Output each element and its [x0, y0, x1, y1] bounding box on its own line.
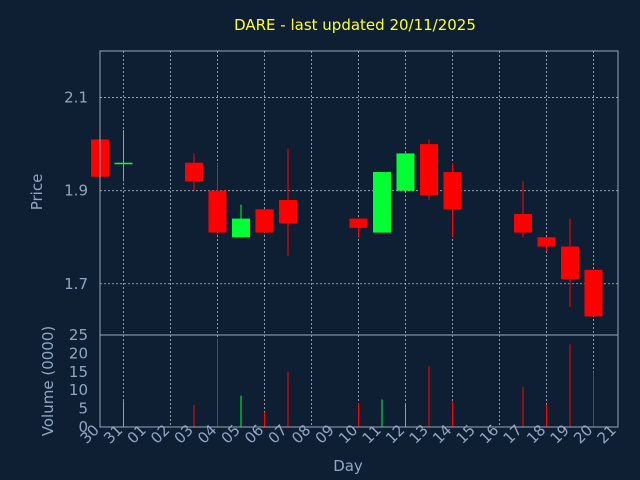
volume-tick-label: 5	[78, 400, 88, 418]
volume-tick-label: 20	[69, 344, 88, 362]
volume-tick-label: 0	[78, 418, 88, 436]
candle-body	[443, 172, 462, 210]
price-axis-label: Price	[28, 174, 46, 211]
x-tick-label: 15	[453, 421, 479, 447]
x-tick-label: 02	[147, 421, 173, 447]
x-tick-label: 31	[100, 421, 126, 447]
volume-bars	[123, 338, 594, 427]
x-axis-label: Day	[333, 457, 363, 475]
volume-tick-label: 15	[69, 363, 88, 381]
x-tick-label: 16	[476, 421, 502, 447]
candle-body	[255, 209, 274, 233]
price-grid	[100, 51, 618, 335]
x-tick-label: 09	[312, 421, 338, 447]
candle-body	[514, 213, 532, 233]
candle-body	[208, 190, 227, 233]
candle-body	[373, 172, 391, 233]
x-tick-label: 13	[406, 421, 432, 447]
x-tick-label: 01	[124, 421, 150, 447]
volume-panel-frame	[99, 334, 619, 428]
chart-title: DARE - last updated 20/11/2025	[234, 16, 476, 34]
candle-body	[420, 144, 438, 196]
x-tick-label: 12	[382, 421, 408, 447]
price-tick-labels: 1.7 1.9 2.1	[64, 89, 88, 293]
candle-body	[114, 162, 133, 165]
x-tick-label: 07	[265, 421, 291, 447]
price-tick-label: 1.7	[64, 275, 88, 293]
candle-body	[185, 162, 203, 182]
x-tick-label: 20	[570, 421, 596, 447]
x-tick-label: 19	[547, 421, 573, 447]
x-tick-label: 05	[218, 421, 244, 447]
x-tick-label: 14	[429, 421, 455, 447]
x-tick-label: 06	[241, 421, 267, 447]
price-tick-label: 1.9	[64, 182, 88, 200]
x-tick-label: 03	[171, 421, 197, 447]
candle-body	[584, 269, 603, 317]
x-tick-label: 08	[288, 421, 314, 447]
x-tick-label: 17	[500, 421, 526, 447]
volume-tick-label: 10	[69, 381, 88, 399]
candle-body	[232, 218, 250, 238]
candle-body	[349, 218, 368, 228]
candle-body	[561, 246, 579, 280]
x-tick-label: 11	[359, 421, 385, 447]
candle-body	[396, 153, 415, 191]
volume-tick-label: 25	[69, 326, 88, 344]
candle-body	[279, 199, 297, 224]
price-candles	[91, 130, 603, 317]
price-panel-frame	[99, 50, 619, 336]
x-tick-label: 04	[194, 421, 220, 447]
x-tick-label: 10	[335, 421, 361, 447]
x-tick-labels: 3031010203040506070809101112131415161718…	[77, 421, 620, 447]
price-tick-label: 2.1	[64, 89, 88, 107]
x-tick-label: 18	[523, 421, 549, 447]
volume-axis-label: Volume (0000)	[39, 326, 57, 436]
candle-body	[537, 237, 556, 247]
x-tick-label: 21	[594, 421, 620, 447]
